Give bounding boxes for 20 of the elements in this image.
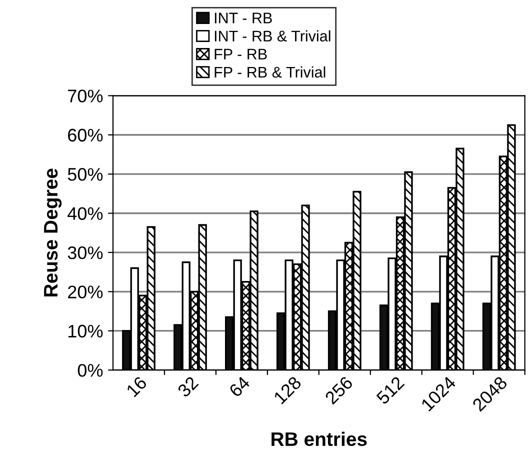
legend-label: FP - RB [214,48,267,60]
y-tick-label: 30% [68,246,103,260]
x-tick-label: 128 [273,376,302,404]
x-tick-label: 256 [324,376,354,405]
y-tick-label: 10% [68,324,103,338]
x-tick-label: 32 [176,376,199,398]
y-tick-label: 70% [68,90,103,102]
legend-label: FP - RB & Trivial [214,66,326,78]
x-axis-title: RB entries [272,432,367,446]
legend-label: INT - RB & Trivial [214,30,330,42]
x-tick-label: 16 [126,376,148,398]
y-tick-label: 20% [68,286,103,298]
y-tick-label: 50% [68,168,103,181]
x-tick-label: 512 [376,376,405,405]
legend-label: INT - RB [214,12,272,24]
y-tick-label: 0% [78,364,103,377]
y-tick-label: 60% [68,128,103,142]
y-axis-title: Reuse Degree [44,168,62,296]
x-tick-label: 64 [228,375,251,398]
y-tick-label: 40% [68,207,103,220]
